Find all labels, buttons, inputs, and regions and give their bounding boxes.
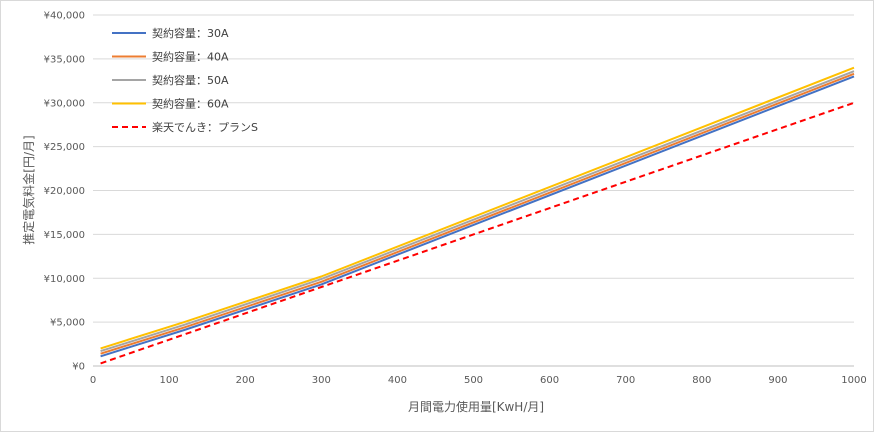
x-tick-label: 500 bbox=[464, 375, 483, 386]
x-tick-label: 200 bbox=[236, 375, 255, 386]
x-tick-label: 100 bbox=[160, 375, 179, 386]
y-tick-label: ¥20,000 bbox=[44, 186, 85, 197]
x-tick-label: 700 bbox=[616, 375, 635, 386]
series-line-4 bbox=[100, 66, 855, 350]
y-tick-label: ¥35,000 bbox=[44, 54, 85, 65]
y-tick-label: ¥5,000 bbox=[50, 318, 85, 329]
x-tick-label: 900 bbox=[768, 375, 787, 386]
y-tick-label: ¥0 bbox=[72, 362, 85, 373]
series-lines bbox=[100, 66, 855, 365]
x-tick-label: 400 bbox=[388, 375, 407, 386]
y-tick-label: ¥25,000 bbox=[44, 142, 85, 153]
x-tick-label: 300 bbox=[312, 375, 331, 386]
legend-label: 楽天でんき：プランS bbox=[152, 121, 258, 134]
series-line-2 bbox=[100, 72, 855, 355]
legend-label: 契約容量：50A bbox=[152, 73, 229, 87]
y-axis-title: 推定電気料金[円/月] bbox=[21, 135, 36, 244]
gridlines bbox=[93, 14, 854, 367]
legend-label: 契約容量：60A bbox=[152, 97, 229, 111]
y-tick-label: ¥30,000 bbox=[44, 98, 85, 109]
series-line-3 bbox=[100, 70, 855, 353]
x-tick-label: 800 bbox=[692, 375, 711, 386]
tick-labels: ¥0 ¥5,000 ¥10,000 ¥15,000 ¥20,000 ¥25,000 ¥30,… bbox=[44, 11, 867, 387]
series-line-5 bbox=[100, 101, 855, 365]
legend-label: 契約容量：30A bbox=[152, 26, 229, 40]
y-tick-label: ¥10,000 bbox=[44, 274, 85, 285]
x-tick-label: 0 bbox=[90, 375, 96, 386]
x-axis-title: 月間電力使用量[KwH/月] bbox=[408, 399, 544, 414]
series-line-1 bbox=[100, 75, 855, 358]
x-tick-label: 1000 bbox=[841, 375, 866, 386]
legend: 契約容量：30A 契約容量：40A 契約容量：50A 契約容量：60A 楽天でんき：プラ… bbox=[112, 26, 258, 134]
y-tick-label: ¥15,000 bbox=[44, 230, 85, 241]
y-tick-label: ¥40,000 bbox=[44, 11, 85, 22]
x-tick-label: 600 bbox=[540, 375, 559, 386]
legend-label: 契約容量：40A bbox=[152, 50, 229, 64]
